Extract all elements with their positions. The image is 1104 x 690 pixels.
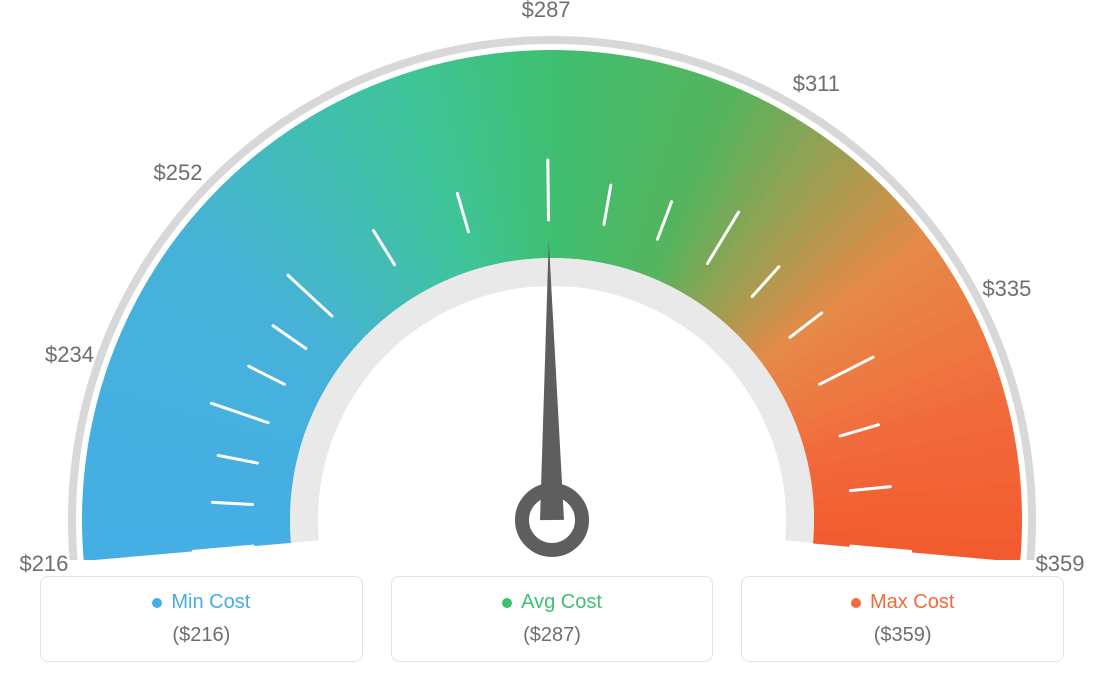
tick-label: $359 (1036, 551, 1085, 577)
legend-title-min: Min Cost (152, 591, 250, 614)
dot-icon (502, 598, 512, 608)
legend-title-max: Max Cost (851, 591, 954, 614)
legend-label: Max Cost (870, 591, 954, 614)
tick-label: $311 (793, 71, 840, 97)
legend-card-max: Max Cost ($359) (741, 576, 1064, 662)
legend-title-avg: Avg Cost (502, 591, 602, 614)
tick-label: $287 (522, 0, 571, 23)
legend-card-min: Min Cost ($216) (40, 576, 363, 662)
chart-root: $216 $234 $252 $287 $311 $335 $359 Min Cost ($… (0, 0, 1104, 690)
gauge-svg (0, 0, 1104, 560)
legend-value-min: ($216) (51, 624, 352, 647)
legend-value-max: ($359) (752, 624, 1053, 647)
tick-label: $335 (982, 276, 1031, 302)
legend-label: Avg Cost (521, 591, 602, 614)
tick-label: $234 (45, 342, 94, 368)
dot-icon (152, 598, 162, 608)
dot-icon (851, 598, 861, 608)
gauge-area: $216$234$252$287$311$335$359 (0, 0, 1104, 560)
legend-label: Min Cost (171, 591, 250, 614)
legend-value-avg: ($287) (402, 624, 703, 647)
legend-card-avg: Avg Cost ($287) (391, 576, 714, 662)
tick-label: $252 (154, 160, 203, 186)
legend-row: Min Cost ($216) Avg Cost ($287) Max Cost… (40, 576, 1064, 662)
tick-label: $216 (19, 551, 68, 577)
